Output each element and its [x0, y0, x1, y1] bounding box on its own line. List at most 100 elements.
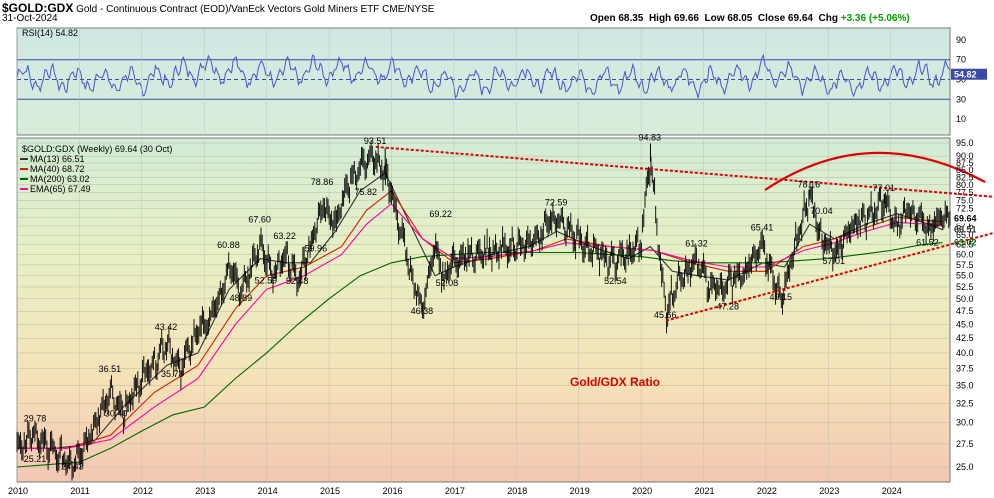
- x-tick-label: 2014: [258, 486, 278, 496]
- y-tick-label: 67.5: [956, 221, 974, 231]
- y-tick-label: 35.0: [956, 380, 974, 390]
- peak-labels: 29.78 25.21 24.43 36.51 30.40 43.42 35.78 60.88…: [24, 132, 939, 471]
- x-tick-label: 2016: [382, 486, 402, 496]
- high-value: 69.66: [673, 13, 699, 24]
- chart-date: 31-Oct-2024: [2, 13, 58, 24]
- peak-label: 52.08: [436, 278, 459, 288]
- peak-label: 61.32: [685, 238, 708, 248]
- x-ticks: 2010 2011 2012 2013 2014 2015 2016 2017 2018 2019…: [8, 486, 902, 496]
- trendlines: [375, 145, 994, 322]
- y-tick-label: 80.0: [956, 180, 974, 190]
- peak-label: 60.88: [217, 240, 240, 250]
- peak-label: 57.01: [823, 256, 846, 266]
- x-tick-label: 2017: [445, 486, 465, 496]
- chart-title: $GOLD:GDX Gold - Continuous Contract (EO…: [2, 1, 434, 15]
- peak-label: 47.28: [716, 301, 739, 311]
- exchange: CME/NYSE: [382, 4, 435, 15]
- peak-label: 45.66: [654, 310, 677, 320]
- y-tick-label: 37.5: [956, 364, 974, 374]
- quote-bar: Open 68.35 High 69.66 Low 68.05 Close 69…: [590, 13, 910, 24]
- y-tick-label: 90.0: [956, 151, 974, 161]
- peak-label: 24.43: [61, 462, 84, 472]
- peak-label: 36.51: [99, 364, 122, 374]
- y-ticks: 25.0 27.5 30.0 32.5 35.0 37.5 40.0 42.5 45.0 47.5…: [956, 138, 974, 472]
- x-tick-label: 2018: [507, 486, 527, 496]
- y-tick-label: 30.0: [956, 418, 974, 428]
- low-label: Low: [704, 13, 725, 24]
- open-value: 68.35: [618, 13, 644, 24]
- y-tick-label: 32.5: [956, 398, 974, 408]
- rsi-series: [16, 53, 951, 99]
- peak-label: 67.60: [248, 215, 271, 225]
- close-label: Close: [757, 13, 786, 24]
- rsi-legend: RSI(14) 54.82: [22, 28, 78, 38]
- peak-label: 93.51: [364, 136, 387, 146]
- price-tag: 69.64: [954, 213, 977, 223]
- ma-line: [16, 242, 943, 468]
- main-panel-bg: [16, 137, 951, 483]
- y-tick-label: 82.5: [956, 172, 974, 182]
- peak-label: 75.82: [354, 187, 377, 197]
- peak-label: 69.22: [429, 209, 452, 219]
- x-tick-label: 2010: [8, 486, 28, 496]
- x-tick-label: 2012: [133, 486, 153, 496]
- price-tags: 54.82 69.64 66.51 63.02: [951, 68, 987, 248]
- y-tick-label: 60.0: [956, 250, 974, 260]
- low-value: 68.05: [727, 13, 753, 24]
- y-tick-label: 47.5: [956, 306, 974, 316]
- main-legend-title: $GOLD:GDX (Weekly) 69.64 (30 Oct): [22, 144, 172, 154]
- rsi-last-tag-bg: [951, 68, 987, 80]
- peak-label: 35.78: [161, 369, 184, 379]
- peak-label: 30.40: [105, 409, 128, 419]
- peak-label: 29.78: [24, 414, 47, 424]
- legend-entry: MA(200) 63.02: [30, 174, 90, 184]
- rsi-tick-label: 90: [956, 35, 966, 45]
- peak-label: 61.52: [916, 237, 939, 247]
- y-tick-label: 55.0: [956, 271, 974, 281]
- arc-annotation: [764, 151, 986, 191]
- y-tick-label: 40.0: [956, 348, 974, 358]
- y-tick-label: 77.5: [956, 187, 974, 197]
- y-tick-label: 50.0: [956, 294, 974, 304]
- x-tick-label: 2011: [70, 486, 89, 496]
- peak-label: 52.54: [604, 276, 627, 286]
- legend-entry: EMA(65) 67.49: [30, 184, 91, 194]
- symbol: $GOLD:GDX: [2, 1, 74, 15]
- price-tag: 66.51: [954, 225, 977, 235]
- main-series: [16, 140, 951, 481]
- legend-entry: MA(40) 68.72: [30, 164, 85, 174]
- y-tick-label: 95.0: [956, 138, 974, 148]
- x-tick-label: 2013: [195, 486, 215, 496]
- peak-label: 94.83: [638, 132, 661, 142]
- description: Gold - Continuous Contract (EOD)/VanEck …: [76, 4, 380, 15]
- peak-label: 70.04: [810, 206, 833, 216]
- y-tick-label: 57.5: [956, 260, 974, 270]
- y-tick-label: 87.5: [956, 158, 974, 168]
- peak-label: 78.86: [311, 177, 334, 187]
- trendline-upper: [375, 145, 994, 198]
- rsi-tick-label: 70: [956, 55, 966, 65]
- arc-curve: [764, 151, 986, 191]
- rsi-tick-label: 10: [956, 114, 966, 124]
- y-tick-label: 75.0: [956, 195, 974, 205]
- y-tick-label: 62.5: [956, 240, 974, 250]
- peak-label: 52.48: [286, 276, 309, 286]
- chg-value: +3.36 (+5.06%): [840, 13, 910, 24]
- y-tick-label: 45.0: [956, 319, 974, 329]
- y-tick-label: 42.5: [956, 333, 974, 343]
- peak-label: 72.59: [545, 197, 568, 207]
- rsi-last-tag: 54.82: [954, 70, 977, 80]
- price-tag: 63.02: [954, 238, 977, 248]
- x-tick-label: 2022: [757, 486, 777, 496]
- peak-label: 49.15: [769, 292, 792, 302]
- peak-label: 48.89: [230, 293, 253, 303]
- close-value: 69.64: [787, 13, 813, 24]
- y-tick-label: 27.5: [956, 439, 974, 449]
- x-tick-label: 2021: [694, 486, 714, 496]
- y-tick-label: 65.0: [956, 230, 974, 240]
- peak-label: 25.21: [24, 454, 47, 464]
- price-bars: [16, 140, 951, 481]
- peak-label: 59.96: [305, 244, 328, 254]
- ratio-annotation: Gold/GDX Ratio: [570, 375, 660, 389]
